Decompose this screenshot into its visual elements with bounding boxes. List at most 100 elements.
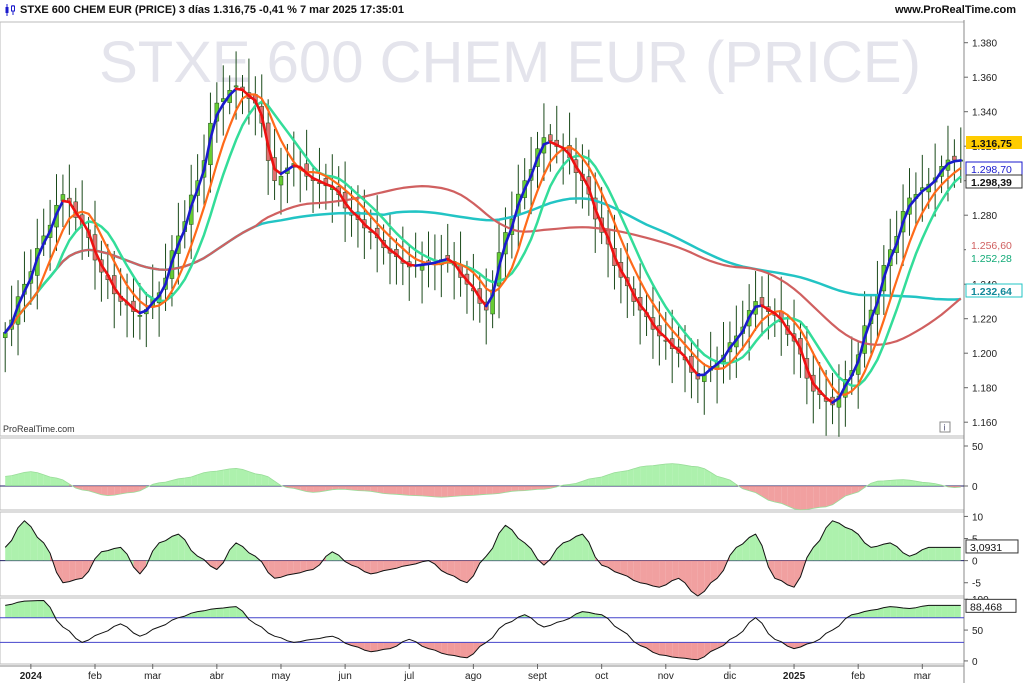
oscillator-1-fill [75,486,83,490]
ma-fast-segment [112,286,122,299]
oscillator-1-fill [229,468,237,486]
oscillator-3-oversold-fill [704,642,711,657]
oscillator-1-fill [524,486,532,491]
ma-fast-segment [632,293,642,307]
oscillator-2-fill [351,560,358,568]
oscillator-1-fill [755,486,762,497]
brand-link[interactable]: www.ProRealTime.com [894,4,1016,16]
ma-fast-segment [202,137,212,172]
ma-fast-segment [497,242,507,269]
oscillator-2-fill [293,560,301,574]
ma-fast-segment [369,228,379,237]
oscillator-1-fill [710,472,718,486]
oscillator-1-fill [871,481,878,486]
oscillator-2-fill [518,538,525,561]
oscillator-1-fill [826,486,833,507]
oscillator-1-fill [370,486,378,493]
ma-fast-segment [882,257,892,280]
oscillator-3-oversold-fill [787,642,795,649]
price-label: 1.298,39 [965,174,1023,189]
oscillator-1-fill [646,465,653,486]
oscillator-2-fill [665,560,673,585]
oscillator-1-fill [204,471,211,486]
x-tick-label: 2024 [20,671,43,682]
svg-text:1.256,60: 1.256,60 [971,240,1012,252]
ma-fast-segment [363,222,373,232]
oscillator-3-overbought-fill [575,611,583,618]
ma-fast-segment [850,360,860,377]
oscillator-2-fill [845,527,852,561]
oscillator-1-fill [242,469,249,486]
oscillator-2-fill [287,560,294,576]
ma-fast-segment [651,322,661,334]
oscillator-2-fill [37,537,44,561]
ma-fast-segment [29,257,39,280]
price-label: 1.232,64 [965,283,1023,298]
oscillator-2-fill [838,523,846,561]
oscillator-2-fill [755,534,762,561]
oscillator-2-fill [492,533,500,561]
svg-text:1.316,75: 1.316,75 [971,138,1012,150]
ma-fast-segment [266,144,276,171]
oscillator-1-fill [383,486,391,494]
oscillator-2-fill [871,546,878,561]
ma-fast-segment [940,162,950,173]
oscillator-2-fill [749,534,756,561]
oscillator-3-overbought-fill [922,605,929,618]
oscillator-1-fill [800,486,807,510]
oscillator-1-fill [531,486,538,490]
y-tick-label: 1.380 [972,39,997,50]
oscillator-3-overbought-fill [909,607,916,618]
ma-fast-segment [350,209,360,219]
oscillator-1-fill [351,486,358,491]
oscillator-1-fill [409,486,416,496]
oscillator-1-fill [691,466,698,486]
svg-text:88,468: 88,468 [970,601,1002,613]
oscillator-2-fill [813,540,820,561]
oscillator-2-fill [601,560,609,568]
oscillator-3-overbought-fill [947,605,955,618]
oscillator-2-fill [332,551,339,561]
oscillator-1-fill [883,480,891,486]
ma-fast-segment [953,159,963,163]
oscillator-1-fill [37,472,44,486]
ma-fast-segment [908,196,918,208]
oscillator-2-fill [82,560,89,579]
ma-mid-line [4,93,962,396]
oscillator-3-oversold-fill [351,642,358,648]
oscillator-1-fill [794,486,801,510]
y-tick-label: 1.180 [972,384,997,395]
oscillator-2-fill [486,548,493,561]
x-tick-label: sept [528,671,547,682]
oscillator-3-oversold-fill [377,642,384,651]
oscillator-3-oversold-fill [441,642,448,655]
ma-fast-segment [709,362,719,371]
oscillator-1-fill [537,486,544,490]
oscillator-3-overbought-fill [197,610,205,618]
ma-fast-segment [779,317,789,331]
ma-fast-segment [68,200,78,214]
y-tick-label: 50 [972,626,984,637]
ma-fast-segment [529,156,539,178]
y-tick-label: 1.340 [972,108,997,119]
ma-fast-segment [23,276,33,293]
svg-text:1.298,70: 1.298,70 [971,164,1012,176]
ma-fast-segment [856,336,866,364]
ma-fast-segment [330,185,341,194]
info-icon[interactable]: i [939,421,951,433]
oscillator-1-fill [107,486,115,496]
ma-fast-segment [824,396,834,404]
ma-fast-segment [452,261,462,274]
oscillator-2-fill [402,560,410,567]
ma-fast-segment [228,87,238,97]
oscillator-1-fill [909,480,916,486]
oscillator-2-fill [300,560,307,573]
ma-fast-segment [690,365,700,377]
oscillator-1-fill [518,486,525,491]
oscillator-3-last-value: 88,468 [965,598,1017,613]
ma-fast-segment [106,273,116,289]
oscillator-2-fill [383,560,391,571]
ma-fast-segment [260,114,270,147]
oscillator-2-line [4,520,961,597]
